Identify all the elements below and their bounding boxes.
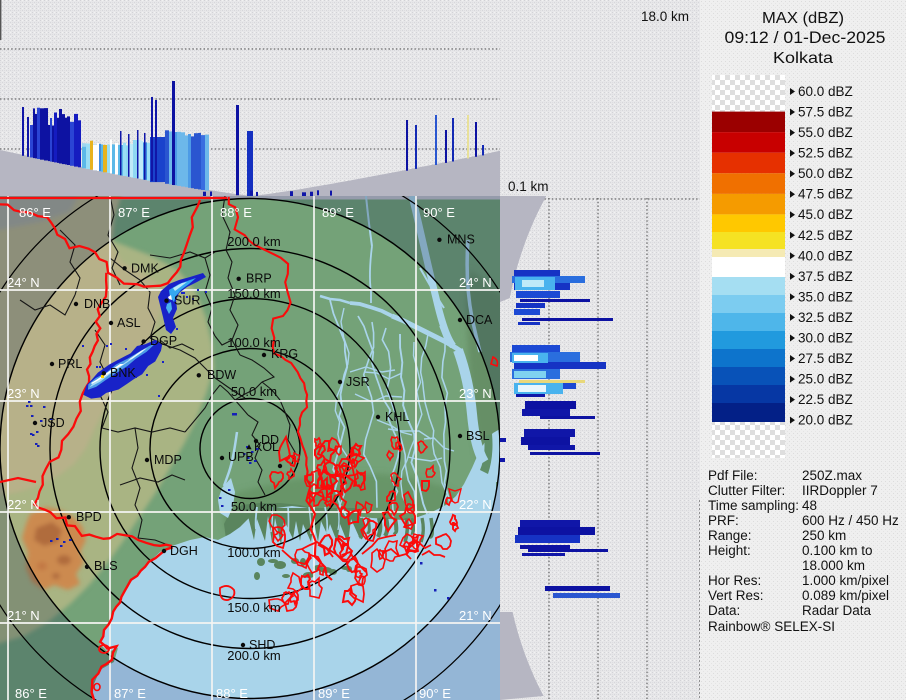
svg-text:88° E: 88° E [220,205,252,220]
svg-text:UPB: UPB [228,450,254,464]
svg-text:21° N: 21° N [459,608,492,623]
svg-text:PRL: PRL [58,357,82,371]
svg-text:90° E: 90° E [419,686,451,700]
svg-text:Hor Res:: Hor Res: [708,573,761,588]
svg-text:DCA: DCA [466,313,493,327]
svg-text:DGP: DGP [150,334,177,348]
svg-text:Pdf File:: Pdf File: [708,468,758,483]
svg-text:DGH: DGH [170,544,198,558]
svg-text:50.0 dBZ: 50.0 dBZ [798,166,853,181]
svg-text:27.5 dBZ: 27.5 dBZ [798,351,853,366]
svg-text:40.0 dBZ: 40.0 dBZ [798,248,853,263]
svg-text:22° N: 22° N [459,497,492,512]
svg-text:60.0 dBZ: 60.0 dBZ [798,84,853,99]
svg-text:23° N: 23° N [459,386,492,401]
svg-text:Kolkata: Kolkata [773,50,833,67]
svg-text:86° E: 86° E [19,205,51,220]
svg-text:Clutter Filter:: Clutter Filter: [708,483,785,498]
svg-text:35.0 dBZ: 35.0 dBZ [798,289,853,304]
svg-text:MDP: MDP [154,453,182,467]
svg-text:90° E: 90° E [423,205,455,220]
svg-text:IIRDoppler 7: IIRDoppler 7 [802,483,878,498]
svg-text:250Z.max: 250Z.max [802,468,862,483]
svg-text:PRF:: PRF: [708,513,739,528]
svg-text:600 Hz / 450 Hz: 600 Hz / 450 Hz [802,513,899,528]
svg-text:JSD: JSD [41,416,65,430]
svg-text:50.0 km: 50.0 km [231,499,277,514]
svg-text:22.5 dBZ: 22.5 dBZ [798,392,853,407]
svg-text:DD: DD [261,433,279,447]
svg-text:22° N: 22° N [7,497,40,512]
svg-text:Range:: Range: [708,528,752,543]
svg-text:47.5 dBZ: 47.5 dBZ [798,187,853,202]
svg-text:1.000 km/pixel: 1.000 km/pixel [802,573,889,588]
svg-text:250 km: 250 km [802,528,846,543]
svg-text:100.0 km: 100.0 km [227,545,280,560]
svg-text:88° E: 88° E [216,686,248,700]
svg-text:BPD: BPD [76,510,102,524]
svg-text:24° N: 24° N [459,275,492,290]
svg-text:BNK: BNK [110,366,136,380]
svg-text:DNB: DNB [84,297,110,311]
svg-text:BLS: BLS [94,559,118,573]
svg-text:DMK: DMK [131,262,159,276]
svg-text:Data:: Data: [708,603,740,618]
svg-text:89° E: 89° E [318,686,350,700]
svg-text:57.5 dBZ: 57.5 dBZ [798,105,853,120]
svg-text:Height:: Height: [708,543,751,558]
svg-text:200.0 km: 200.0 km [227,648,280,663]
svg-text:SHD: SHD [249,638,275,652]
svg-text:100.0 km: 100.0 km [227,335,280,350]
svg-text:87° E: 87° E [114,686,146,700]
svg-text:200.0 km: 200.0 km [227,234,280,249]
svg-text:48: 48 [802,498,817,513]
svg-text:JSR: JSR [346,375,370,389]
svg-text:55.0 dBZ: 55.0 dBZ [798,125,853,140]
svg-text:Time sampling:: Time sampling: [708,498,799,513]
svg-text:50.0 km: 50.0 km [231,384,277,399]
svg-text:52.5 dBZ: 52.5 dBZ [798,146,853,161]
svg-text:BDW: BDW [207,368,236,382]
svg-text:0.089 km/pixel: 0.089 km/pixel [802,588,889,603]
svg-text:23° N: 23° N [7,386,40,401]
svg-text:30.0 dBZ: 30.0 dBZ [798,331,853,346]
svg-text:24° N: 24° N [7,275,40,290]
svg-text:BSL: BSL [466,429,490,443]
svg-text:45.0 dBZ: 45.0 dBZ [798,207,853,222]
svg-text:42.5 dBZ: 42.5 dBZ [798,228,853,243]
svg-text:0.100 km to: 0.100 km to [802,543,873,558]
svg-text:89° E: 89° E [322,205,354,220]
svg-text:87° E: 87° E [118,205,150,220]
svg-text:BRP: BRP [246,272,272,286]
svg-text:Rainbow® SELEX-SI: Rainbow® SELEX-SI [708,619,835,634]
svg-text:MNS: MNS [447,233,475,247]
svg-text:25.0 dBZ: 25.0 dBZ [798,372,853,387]
svg-text:KHL: KHL [385,410,409,424]
svg-text:ASL: ASL [117,316,141,330]
svg-text:MAX (dBZ): MAX (dBZ) [762,10,844,27]
svg-text:SUR: SUR [174,294,200,308]
svg-text:09:12 / 01-Dec-2025: 09:12 / 01-Dec-2025 [725,28,886,47]
svg-text:21° N: 21° N [7,608,40,623]
svg-text:KOL: KOL [254,440,279,454]
svg-text:KRG: KRG [271,347,298,361]
svg-text:150.0 km: 150.0 km [227,600,280,615]
svg-text:37.5 dBZ: 37.5 dBZ [798,269,853,284]
svg-text:18.000 km: 18.000 km [802,558,865,573]
svg-text:150.0 km: 150.0 km [227,286,280,301]
svg-text:0.1 km: 0.1 km [508,179,549,194]
svg-text:20.0 dBZ: 20.0 dBZ [798,413,853,428]
svg-text:Radar Data: Radar Data [802,603,872,618]
svg-text:18.0 km: 18.0 km [641,9,689,24]
svg-text:Vert Res:: Vert Res: [708,588,764,603]
svg-text:86° E: 86° E [15,686,47,700]
svg-text:32.5 dBZ: 32.5 dBZ [798,310,853,325]
